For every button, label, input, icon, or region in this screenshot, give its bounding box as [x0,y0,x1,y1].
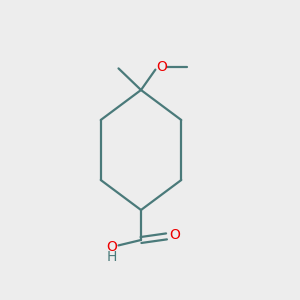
Text: O: O [106,240,117,254]
Text: O: O [169,228,180,242]
Text: H: H [107,250,117,264]
Text: O: O [157,60,167,74]
